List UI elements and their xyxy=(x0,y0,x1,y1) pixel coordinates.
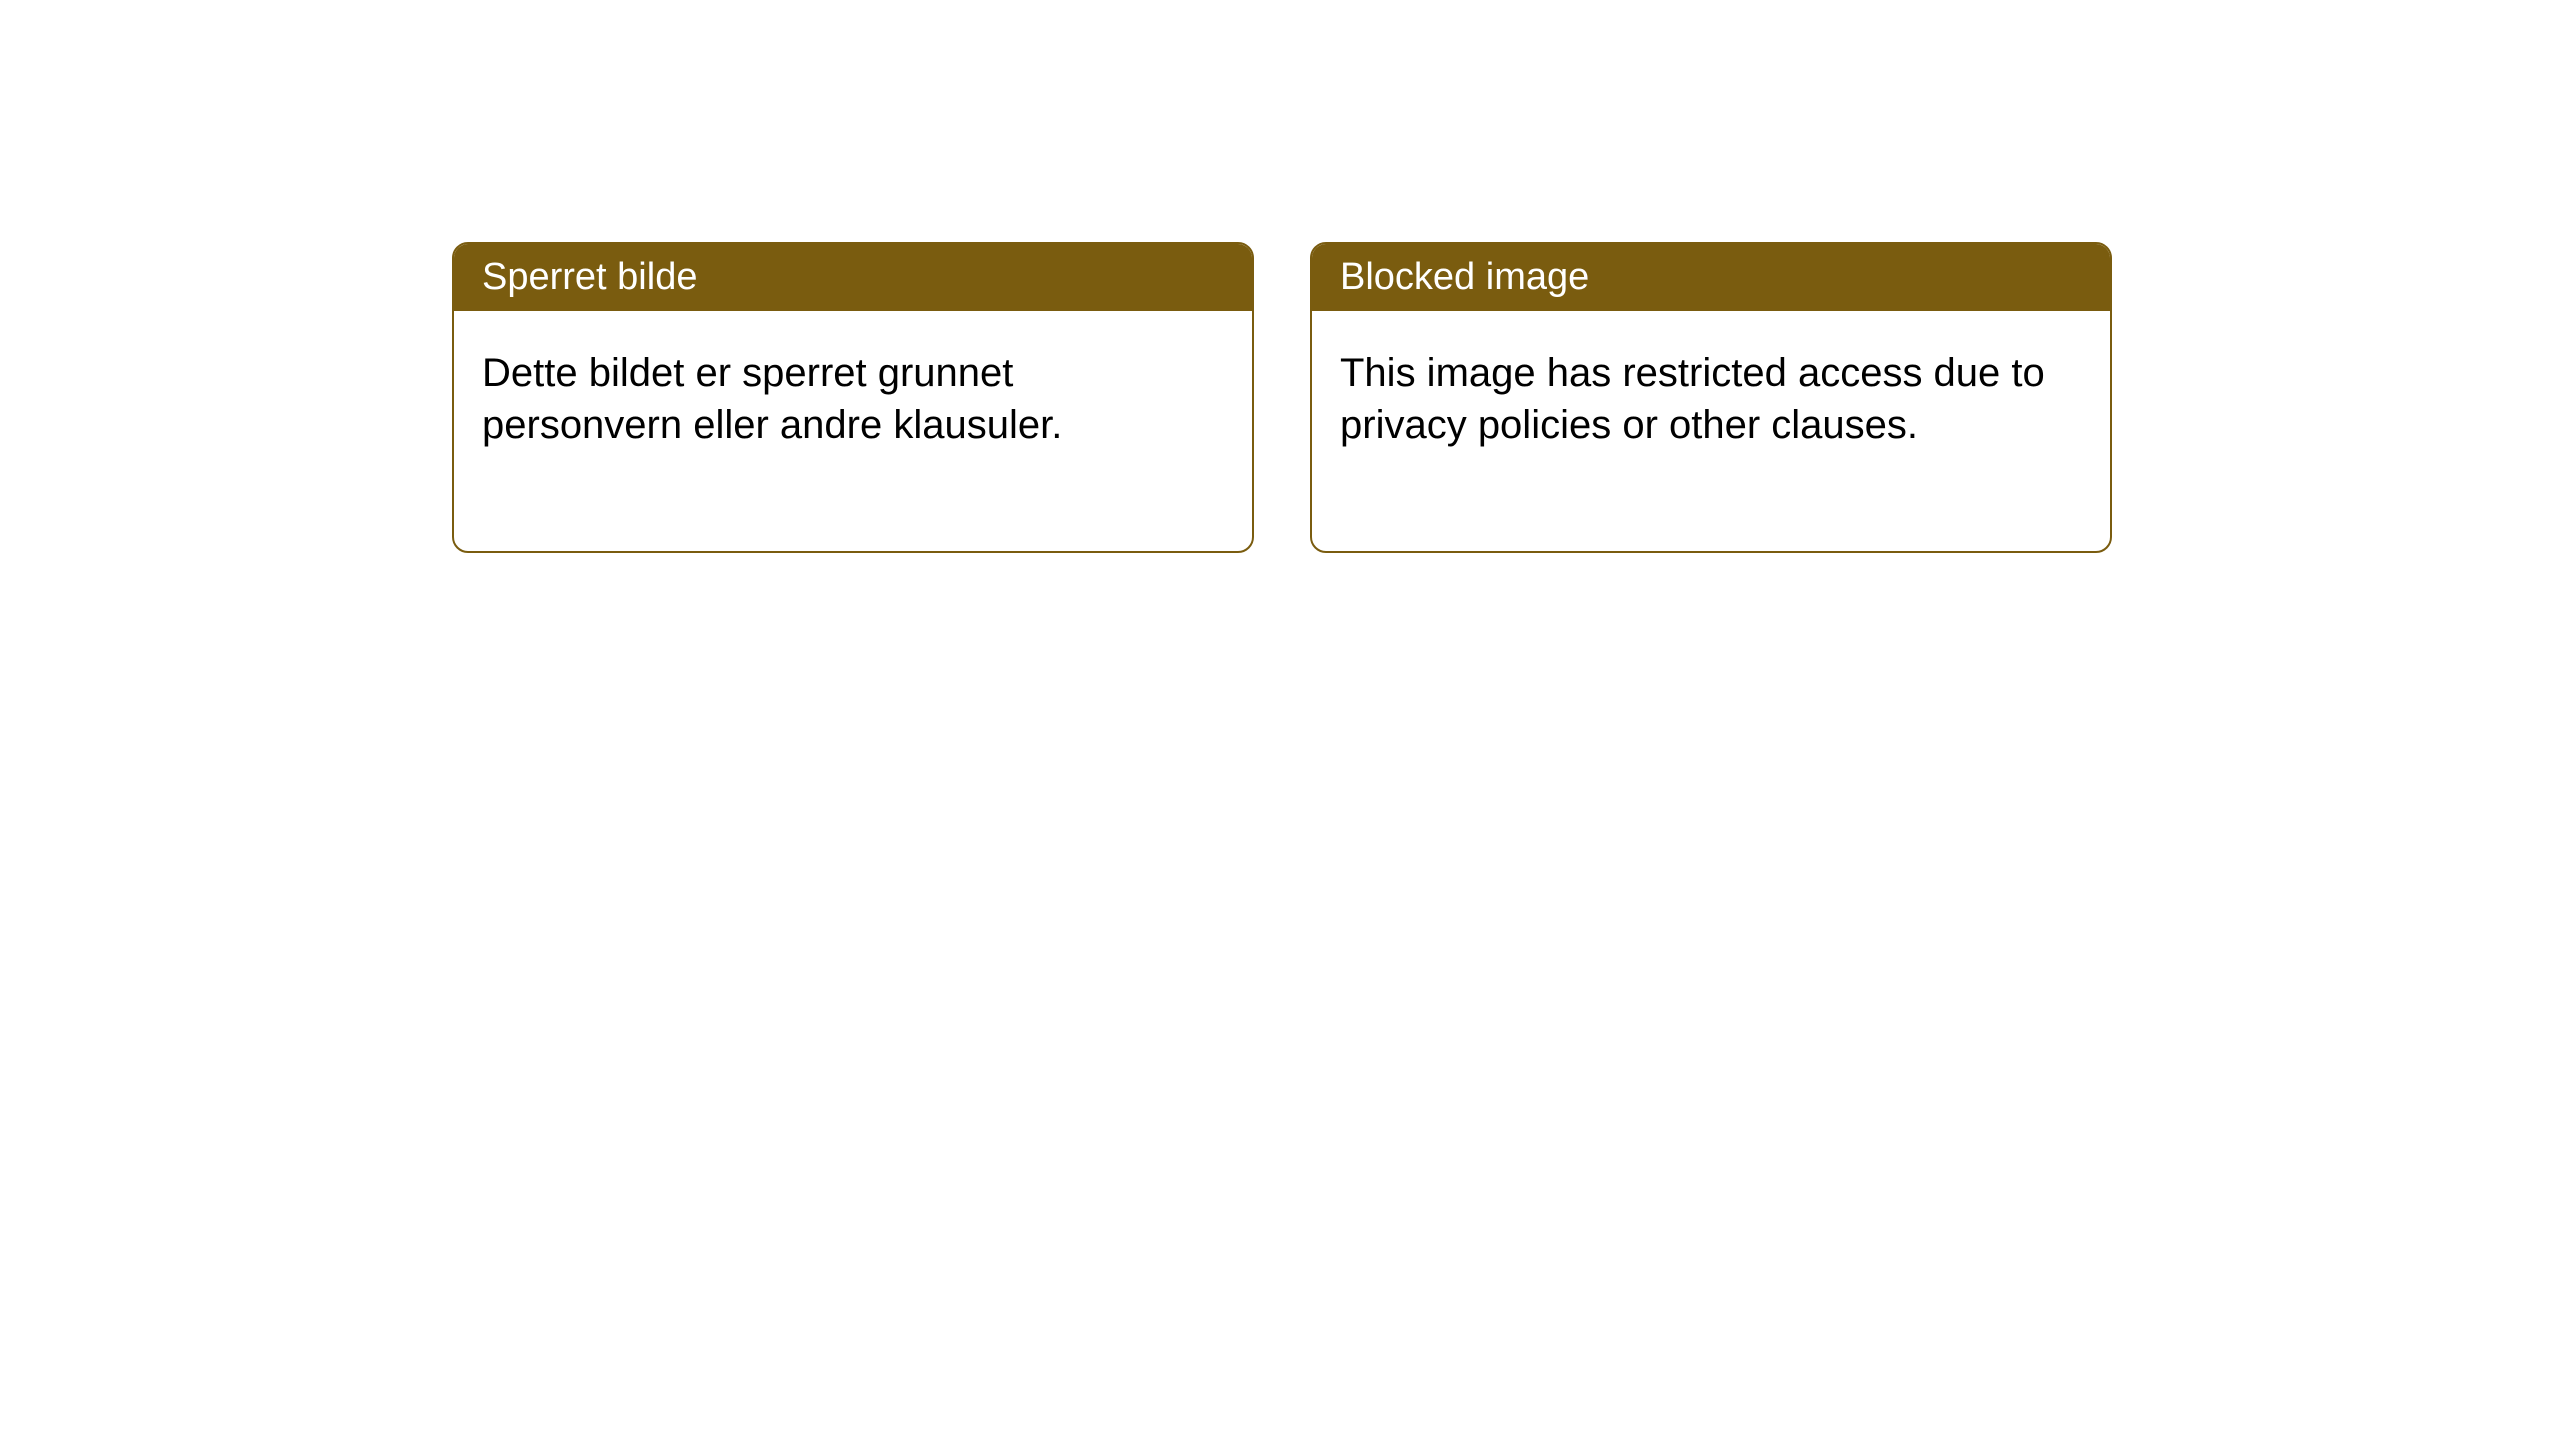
notice-cards-container: Sperret bilde Dette bildet er sperret gr… xyxy=(452,242,2112,553)
notice-card-english: Blocked image This image has restricted … xyxy=(1310,242,2112,553)
card-title: Sperret bilde xyxy=(482,256,697,298)
card-header: Blocked image xyxy=(1312,244,2110,311)
card-header: Sperret bilde xyxy=(454,244,1252,311)
card-body: This image has restricted access due to … xyxy=(1312,311,2110,551)
card-title: Blocked image xyxy=(1340,256,1589,298)
card-body: Dette bildet er sperret grunnet personve… xyxy=(454,311,1252,551)
card-body-text: This image has restricted access due to … xyxy=(1340,351,2045,447)
card-body-text: Dette bildet er sperret grunnet personve… xyxy=(482,351,1062,447)
notice-card-norwegian: Sperret bilde Dette bildet er sperret gr… xyxy=(452,242,1254,553)
